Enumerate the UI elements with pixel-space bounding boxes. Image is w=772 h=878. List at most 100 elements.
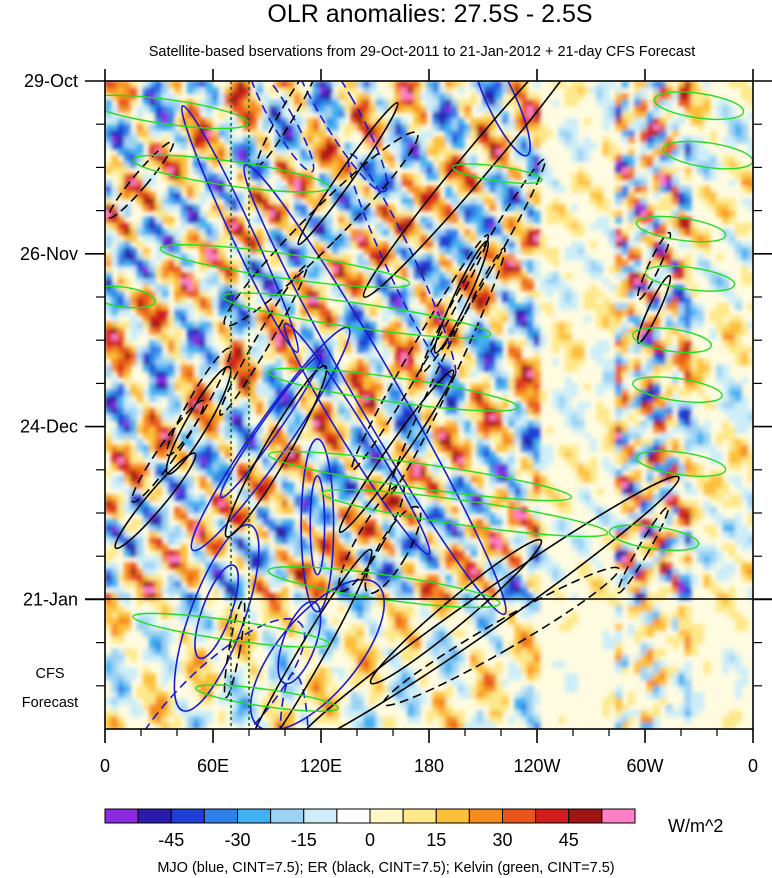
olr-cell: [142, 420, 150, 428]
olr-cell: [741, 278, 749, 286]
olr-cell: [237, 377, 245, 384]
olr-cell: [350, 340, 358, 347]
olr-cell: [665, 364, 673, 372]
olr-cell: [590, 192, 597, 199]
olr-cell: [665, 179, 673, 187]
olr-cell: [489, 315, 497, 323]
olr-cell: [193, 284, 201, 292]
olr-cell: [627, 247, 635, 255]
olr-cell: [665, 451, 673, 459]
olr-cell: [495, 327, 503, 335]
olr-cell: [438, 99, 446, 107]
olr-cell: [539, 241, 547, 249]
olr-cell: [583, 383, 591, 391]
olr-cell: [401, 253, 408, 261]
olr-cell: [476, 352, 484, 360]
olr-cell: [735, 173, 742, 181]
olr-cell: [149, 99, 156, 107]
olr-cell: [155, 426, 163, 434]
olr-cell: [275, 210, 282, 218]
olr-cell: [653, 420, 660, 428]
olr-cell: [237, 93, 245, 101]
olr-cell: [180, 371, 188, 378]
olr-cell: [501, 192, 509, 199]
olr-cell: [243, 358, 251, 366]
olr-cell: [684, 259, 692, 267]
olr-cell: [130, 475, 138, 483]
olr-cell: [413, 438, 421, 446]
olr-cell: [533, 229, 541, 236]
olr-cell: [281, 148, 289, 156]
olr-cell: [445, 401, 453, 409]
olr-cell: [218, 445, 226, 452]
olr-cell: [350, 142, 358, 150]
olr-cell: [212, 420, 219, 428]
olr-cell: [123, 321, 131, 329]
olr-cell: [275, 105, 282, 113]
olr-cell: [445, 266, 453, 273]
olr-cell: [665, 259, 673, 267]
olr-cell: [609, 148, 616, 156]
olr-cell: [319, 81, 327, 88]
olr-cell: [281, 346, 289, 354]
olr-cell: [130, 469, 138, 477]
olr-cell: [136, 222, 144, 230]
olr-cell: [451, 198, 459, 206]
olr-cell: [237, 99, 245, 107]
olr-cell: [243, 148, 251, 156]
olr-cell: [111, 395, 119, 403]
olr-cell: [300, 327, 308, 335]
olr-cell: [256, 408, 264, 415]
olr-cell: [741, 130, 749, 138]
olr-cell: [136, 309, 144, 317]
olr-cell: [394, 142, 402, 150]
olr-cell: [394, 192, 402, 199]
olr-cell: [294, 358, 301, 366]
olr-cell: [483, 130, 490, 138]
olr-cell: [407, 99, 415, 107]
olr-cell: [325, 241, 333, 249]
olr-cell: [338, 253, 345, 261]
olr-cell: [615, 358, 623, 366]
olr-cell: [249, 93, 257, 101]
olr-cell: [577, 241, 585, 249]
olr-cell: [224, 408, 232, 415]
olr-cell: [470, 222, 478, 230]
olr-cell: [640, 408, 648, 415]
olr-cell: [527, 130, 534, 138]
olr-cell: [149, 457, 156, 465]
olr-cell: [747, 173, 753, 181]
olr-cell: [268, 414, 276, 422]
olr-cell: [495, 309, 503, 317]
olr-cell: [533, 327, 541, 335]
olr-cell: [552, 99, 560, 107]
olr-cell: [180, 235, 188, 243]
olr-cell: [180, 315, 188, 323]
olr-cell: [111, 432, 119, 440]
olr-cell: [627, 488, 635, 496]
olr-cell: [722, 210, 730, 218]
olr-cell: [621, 185, 629, 193]
olr-cell: [590, 457, 597, 465]
olr-cell: [508, 290, 516, 298]
olr-cell: [684, 105, 692, 113]
olr-cell: [388, 364, 396, 372]
olr-cell: [672, 229, 679, 236]
olr-cell: [627, 364, 635, 372]
olr-cell: [672, 346, 679, 354]
olr-cell: [369, 148, 377, 156]
olr-cell: [413, 192, 421, 199]
olr-cell: [382, 247, 390, 255]
olr-cell: [659, 358, 667, 366]
olr-cell: [420, 463, 427, 471]
olr-cell: [331, 148, 339, 156]
olr-cell: [268, 99, 276, 107]
olr-cell: [338, 247, 345, 255]
olr-cell: [300, 247, 308, 255]
olr-cell: [432, 155, 440, 162]
olr-cell: [653, 346, 660, 354]
olr-cell: [514, 352, 522, 360]
olr-cell: [640, 105, 648, 113]
olr-cell: [609, 229, 616, 236]
olr-cell: [256, 315, 264, 323]
